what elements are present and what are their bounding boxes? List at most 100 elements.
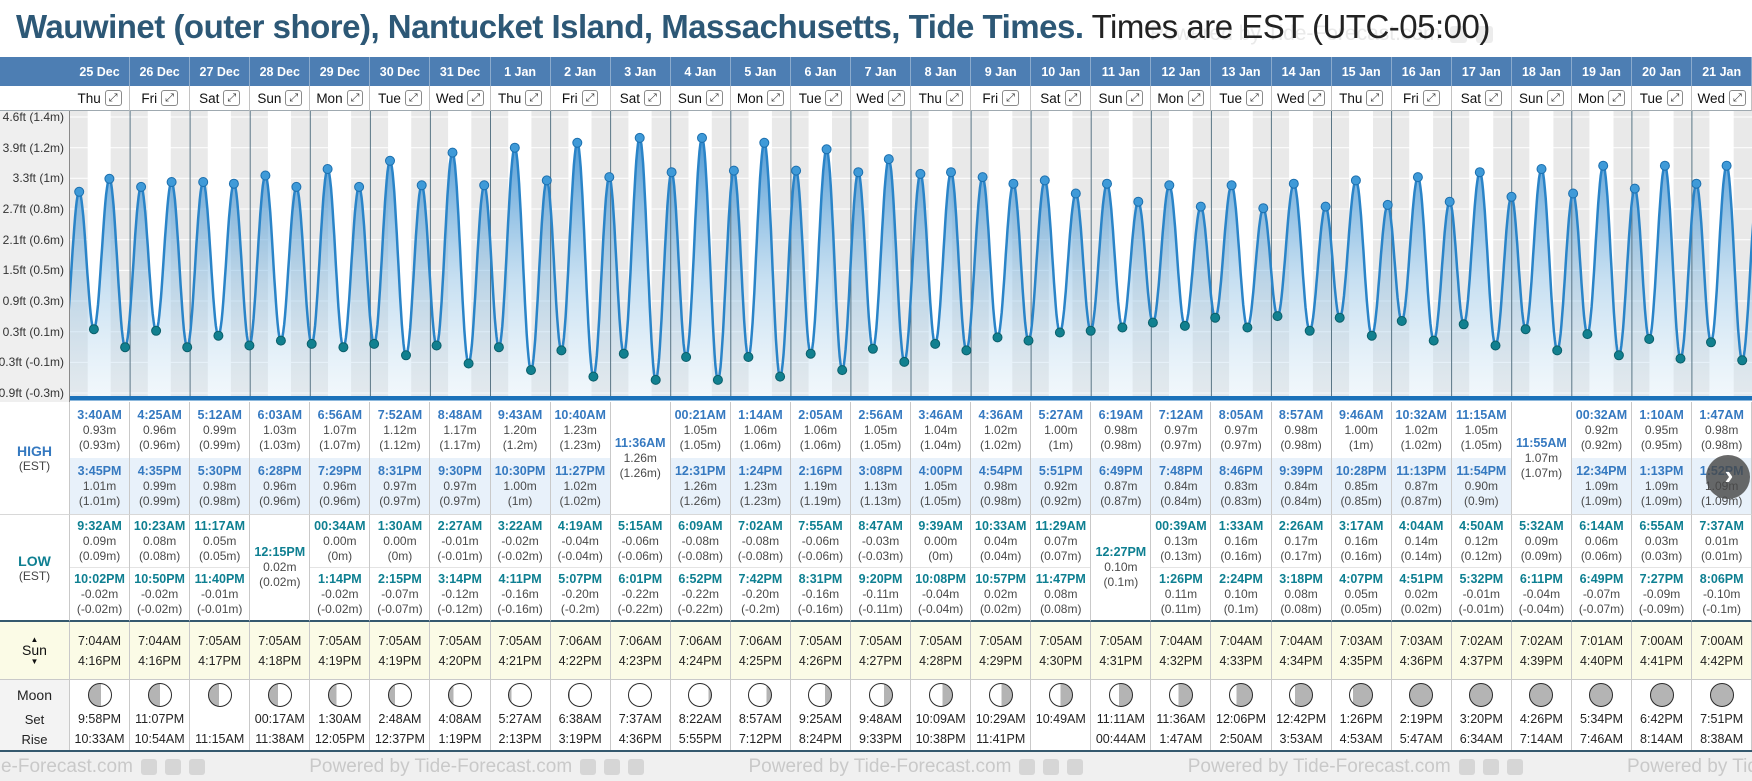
moonrise-time: 8:14AM [1632, 730, 1693, 750]
expand-day-button[interactable]: ⤢ [104, 90, 122, 106]
low-tide-time: 6:49PM [1579, 571, 1624, 586]
expand-day-button[interactable]: ⤢ [945, 90, 963, 106]
chart-day-slot [1632, 111, 1692, 402]
weekday-label: Sun [1098, 90, 1123, 106]
high-tide-height: 1.05m [1464, 422, 1499, 437]
low-tide-entry: 1:14PM -0.02m (-0.02m) [310, 567, 370, 620]
expand-day-button[interactable]: ⤢ [1308, 90, 1326, 106]
low-tide-time: 11:17AM [194, 518, 246, 533]
expand-day-button[interactable]: ⤢ [467, 90, 485, 106]
expand-day-button[interactable]: ⤢ [1246, 90, 1263, 106]
high-tide-cell: 2:05AM 1.06m (1.06m) 2:16PM 1.19m (1.19m) [790, 402, 852, 515]
high-tide-height: 1.04m [923, 422, 958, 437]
moonrise-time: 00:44AM [1091, 730, 1152, 750]
day-column-29-dec: 29 Dec Mon ⤢ 6:56AM 1.07m (1.07m) 7:29PM 0.96m(… [310, 57, 371, 750]
day-column-21-jan: 21 JanWed⤢1:47AM0.98m(0.98m)1:52PM1.09m(… [1692, 57, 1752, 750]
low-tide-entry: 2:26AM 0.17m (0.17m) [1272, 515, 1331, 567]
low-tide-height-alt: (-0.06m) [617, 548, 663, 563]
expand-day-button[interactable]: ⤢ [1608, 90, 1626, 106]
expand-day-button[interactable]: ⤢ [1002, 90, 1019, 106]
expand-day-button[interactable]: ⤢ [887, 90, 905, 106]
expand-day-button[interactable]: ⤢ [285, 90, 303, 106]
chart-day-slot [1452, 111, 1512, 402]
chart-day-slot [1572, 111, 1632, 402]
expand-day-button[interactable]: ⤢ [1666, 90, 1684, 106]
low-tide-cell: 1:30AM 0.00m (0m) 2:15PM -0.07m (-0.07m) [370, 515, 431, 622]
weekday-cell: Fri ⤢ [130, 86, 191, 111]
low-tide-cell: 7:55AM -0.06m (-0.06m) 8:31PM -0.16m (-0.16m) [790, 515, 852, 622]
low-tide-height: -0.16m [501, 586, 539, 601]
sun-rise-set-cell: 7:05AM 4:28PM [911, 622, 972, 680]
date-header: 2 Jan [550, 57, 611, 86]
low-tide-entry: 4:07PM 0.05m (0.05m) [1331, 567, 1391, 620]
expand-day-button[interactable]: ⤢ [1422, 90, 1440, 106]
moon-phase-cell [1091, 680, 1152, 710]
high-tide-height: 1.06m [743, 422, 778, 437]
moon-phase-icon [1168, 683, 1193, 707]
high-tide-cell: 5:12AM 0.99m (0.99m) 5:30PM 0.98m (0.98m) [190, 402, 251, 515]
low-tide-height-alt: (-0.22m) [617, 601, 663, 616]
expand-day-button[interactable]: ⤢ [223, 90, 241, 106]
footer-badge-icon [164, 758, 181, 775]
weekday-cell: Wed ⤢ [851, 86, 912, 111]
high-tide-height-alt: (1.02m) [559, 493, 601, 508]
expand-day-button[interactable]: ⤢ [346, 90, 364, 106]
weekday-cell: Mon ⤢ [310, 86, 371, 111]
high-tide-entry: 7:12AM 0.97m (0.97m) [1151, 402, 1210, 458]
moon-phase-icon [808, 683, 833, 707]
moon-phase-icon [748, 683, 773, 707]
expand-day-button[interactable]: ⤢ [1366, 90, 1384, 106]
footer-badge-icon [1482, 758, 1499, 775]
expand-day-button[interactable]: ⤢ [404, 90, 422, 106]
expand-day-button[interactable]: ⤢ [1485, 90, 1502, 106]
expand-day-button[interactable]: ⤢ [1187, 90, 1205, 106]
expand-day-button[interactable]: ⤢ [1064, 90, 1082, 106]
high-tide-time: 6:28PM [257, 463, 302, 478]
chart-day-slot [611, 111, 671, 402]
low-tide-entry: 7:55AM -0.06m (-0.06m) [791, 515, 850, 567]
expand-day-button[interactable]: ⤢ [705, 90, 723, 106]
expand-day-button[interactable]: ⤢ [825, 90, 843, 106]
expand-day-button[interactable]: ⤢ [1547, 90, 1564, 106]
expand-day-button[interactable]: ⤢ [1126, 90, 1144, 106]
moonrise-time: 11:41PM [971, 730, 1032, 750]
next-days-button[interactable]: › [1706, 455, 1750, 499]
powered-by-watermark: Powered by Tide-Forecast.com [309, 756, 645, 778]
day-column-15-jan: 15 Jan Thu ⤢ 9:46AM 1.00m (1m) 10:28PM 0.85m (0.… [1331, 57, 1392, 750]
expand-day-button[interactable]: ⤢ [767, 90, 784, 106]
high-tide-height: 1.26m [623, 450, 657, 465]
low-tide-height: 0.11m [1164, 586, 1198, 601]
moonrise-time: 4:36PM [610, 730, 671, 750]
high-tide-cell: 6:56AM 1.07m (1.07m) 7:29PM 0.96m (0.96m) [310, 402, 371, 515]
high-tide-entry: 5:12AM 0.99m (0.99m) [190, 402, 249, 458]
moonrise-time: 8:24PM [790, 730, 852, 750]
expand-day-button[interactable]: ⤢ [581, 90, 599, 106]
low-tide-height-alt: (-0.04m) [1518, 601, 1565, 616]
low-tide-height-alt: (-0.07m) [1578, 601, 1625, 616]
high-tide-cell: 7:12AM 0.97m (0.97m) 7:48PM 0.84m (0.84m) [1151, 402, 1212, 515]
footer-badge-icon [628, 758, 645, 775]
moonrise-time: 9:33PM [851, 730, 912, 750]
weekday-cell: Thu ⤢ [70, 86, 131, 111]
low-tide-height: 0.16m [1344, 533, 1378, 548]
moon-phase-icon [327, 683, 352, 707]
high-tide-entry: 4:00PM 1.05m (1.05m) [911, 458, 971, 514]
low-tide-height: -0.04m [921, 586, 960, 601]
low-tide-height: 0.02m [1404, 586, 1438, 601]
high-tide-height-alt: (0.98m) [980, 493, 1022, 508]
moon-phase-cell [911, 680, 972, 710]
sun-row-header: ▲ Sun ▼ [0, 622, 70, 680]
low-tide-cell: 4:19AM -0.04m (-0.04m) 5:07PM -0.20m (-0.2m) [550, 515, 611, 622]
moon-phase-cell [190, 680, 251, 710]
high-tide-height-alt: (0.99m) [199, 437, 241, 452]
expand-day-button[interactable]: ⤢ [643, 90, 661, 106]
high-tide-cell: 8:05AM 0.97m (0.97m) 8:46PM 0.83m (0.83m) [1211, 402, 1272, 515]
expand-day-button[interactable]: ⤢ [525, 90, 543, 106]
sunset-time: 4:27PM [859, 653, 903, 668]
expand-day-button[interactable]: ⤢ [1729, 90, 1746, 106]
high-tide-time: 3:45PM [77, 463, 122, 478]
high-tide-height: 0.96m [323, 478, 357, 493]
expand-day-button[interactable]: ⤢ [161, 90, 178, 106]
chart-day-slot [190, 111, 250, 402]
date-header: 11 Jan [1091, 57, 1152, 86]
